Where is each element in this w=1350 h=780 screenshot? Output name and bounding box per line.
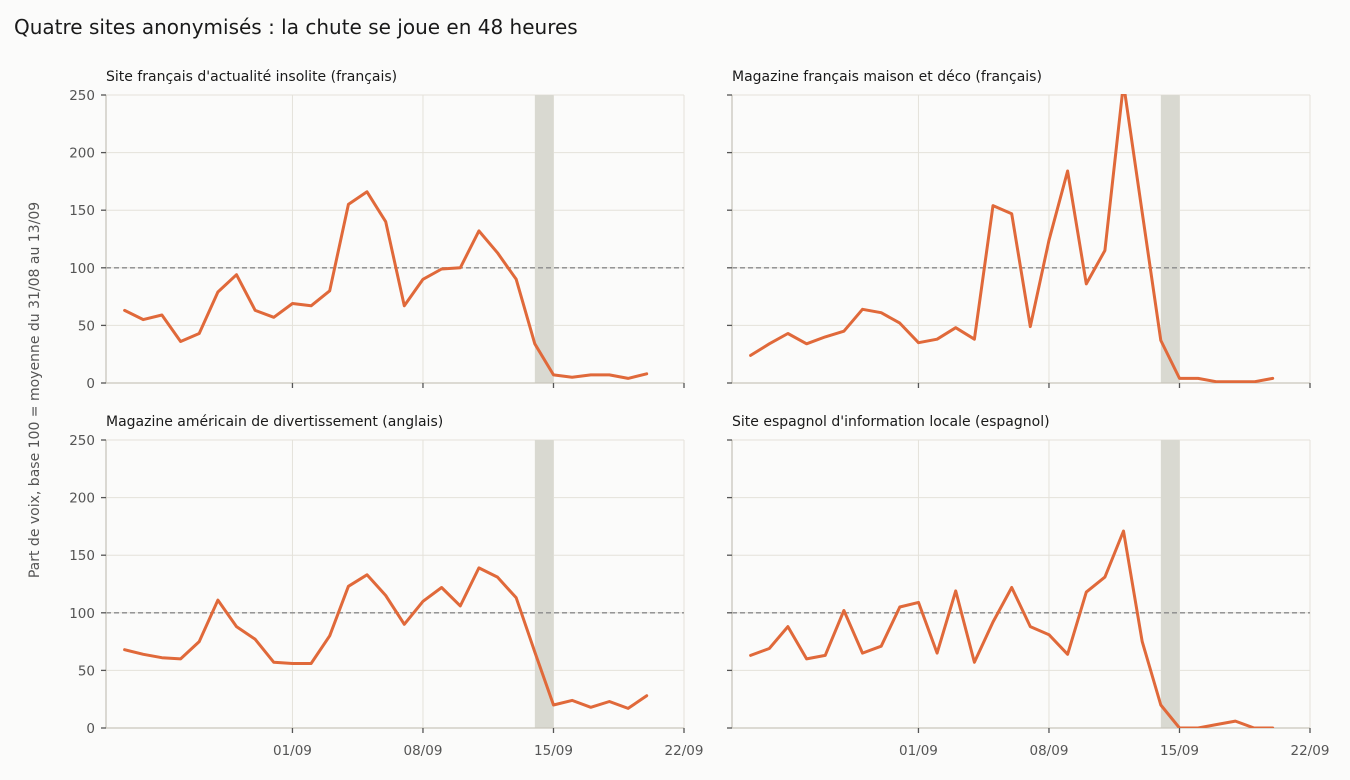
highlight-band: [534, 440, 554, 728]
y-axis-label: Part de voix, base 100 = moyenne du 31/0…: [27, 202, 43, 578]
x-tick-label: 15/09: [534, 743, 573, 759]
panel-4: 01/09 08/09 15/09 22/09 Site espagnol d'info…: [727, 414, 1329, 759]
panel-title: Site espagnol d'information locale (espa…: [732, 414, 1050, 430]
x-tick-label: 15/09: [1160, 743, 1199, 759]
figure-title: Quatre sites anonymisés : la chute se jo…: [14, 15, 578, 39]
y-tick-label: 100: [69, 606, 95, 622]
y-tick-label: 250: [69, 88, 95, 104]
y-tick-label: 100: [69, 261, 95, 277]
series-line: [749, 94, 1275, 383]
y-tick-label: 150: [69, 548, 95, 564]
y-tick-label: 250: [69, 433, 95, 449]
panel-2: Magazine français maison et déco (frança…: [727, 69, 1311, 388]
panel-title: Magazine américain de divertissement (an…: [106, 414, 443, 430]
y-tick-label: 200: [69, 146, 95, 162]
panel-title: Site français d'actualité insolite (fran…: [106, 69, 397, 85]
highlight-band: [534, 95, 554, 383]
y-tick-label: 0: [86, 721, 95, 737]
x-tick-label: 22/09: [1291, 743, 1330, 759]
panel-1: 0 50 100 150 200 250 Site français d'actualité…: [69, 69, 685, 392]
highlight-band: [1160, 440, 1180, 728]
panel-title: Magazine français maison et déco (frança…: [732, 69, 1042, 85]
panel-3: 0 50 100 150 200 250 01/09 08/09 15/09 22/09 Magaz…: [69, 414, 703, 759]
series-line: [123, 190, 649, 380]
x-tick-label: 08/09: [1030, 743, 1069, 759]
x-tick-label: 08/09: [404, 743, 443, 759]
x-tick-label: 01/09: [899, 743, 938, 759]
x-tick-label: 01/09: [273, 743, 312, 759]
y-tick-label: 150: [69, 203, 95, 219]
y-tick-label: 200: [69, 491, 95, 507]
series-line: [749, 529, 1275, 728]
y-tick-label: 50: [78, 663, 95, 679]
highlight-band: [1160, 95, 1180, 383]
x-tick-label: 22/09: [665, 743, 704, 759]
y-tick-label: 0: [86, 376, 95, 392]
series-line: [123, 566, 649, 710]
y-tick-label: 50: [78, 318, 95, 334]
chart-panels: 0 50 100 150 200 250 Site français d'actualité…: [69, 69, 1329, 759]
